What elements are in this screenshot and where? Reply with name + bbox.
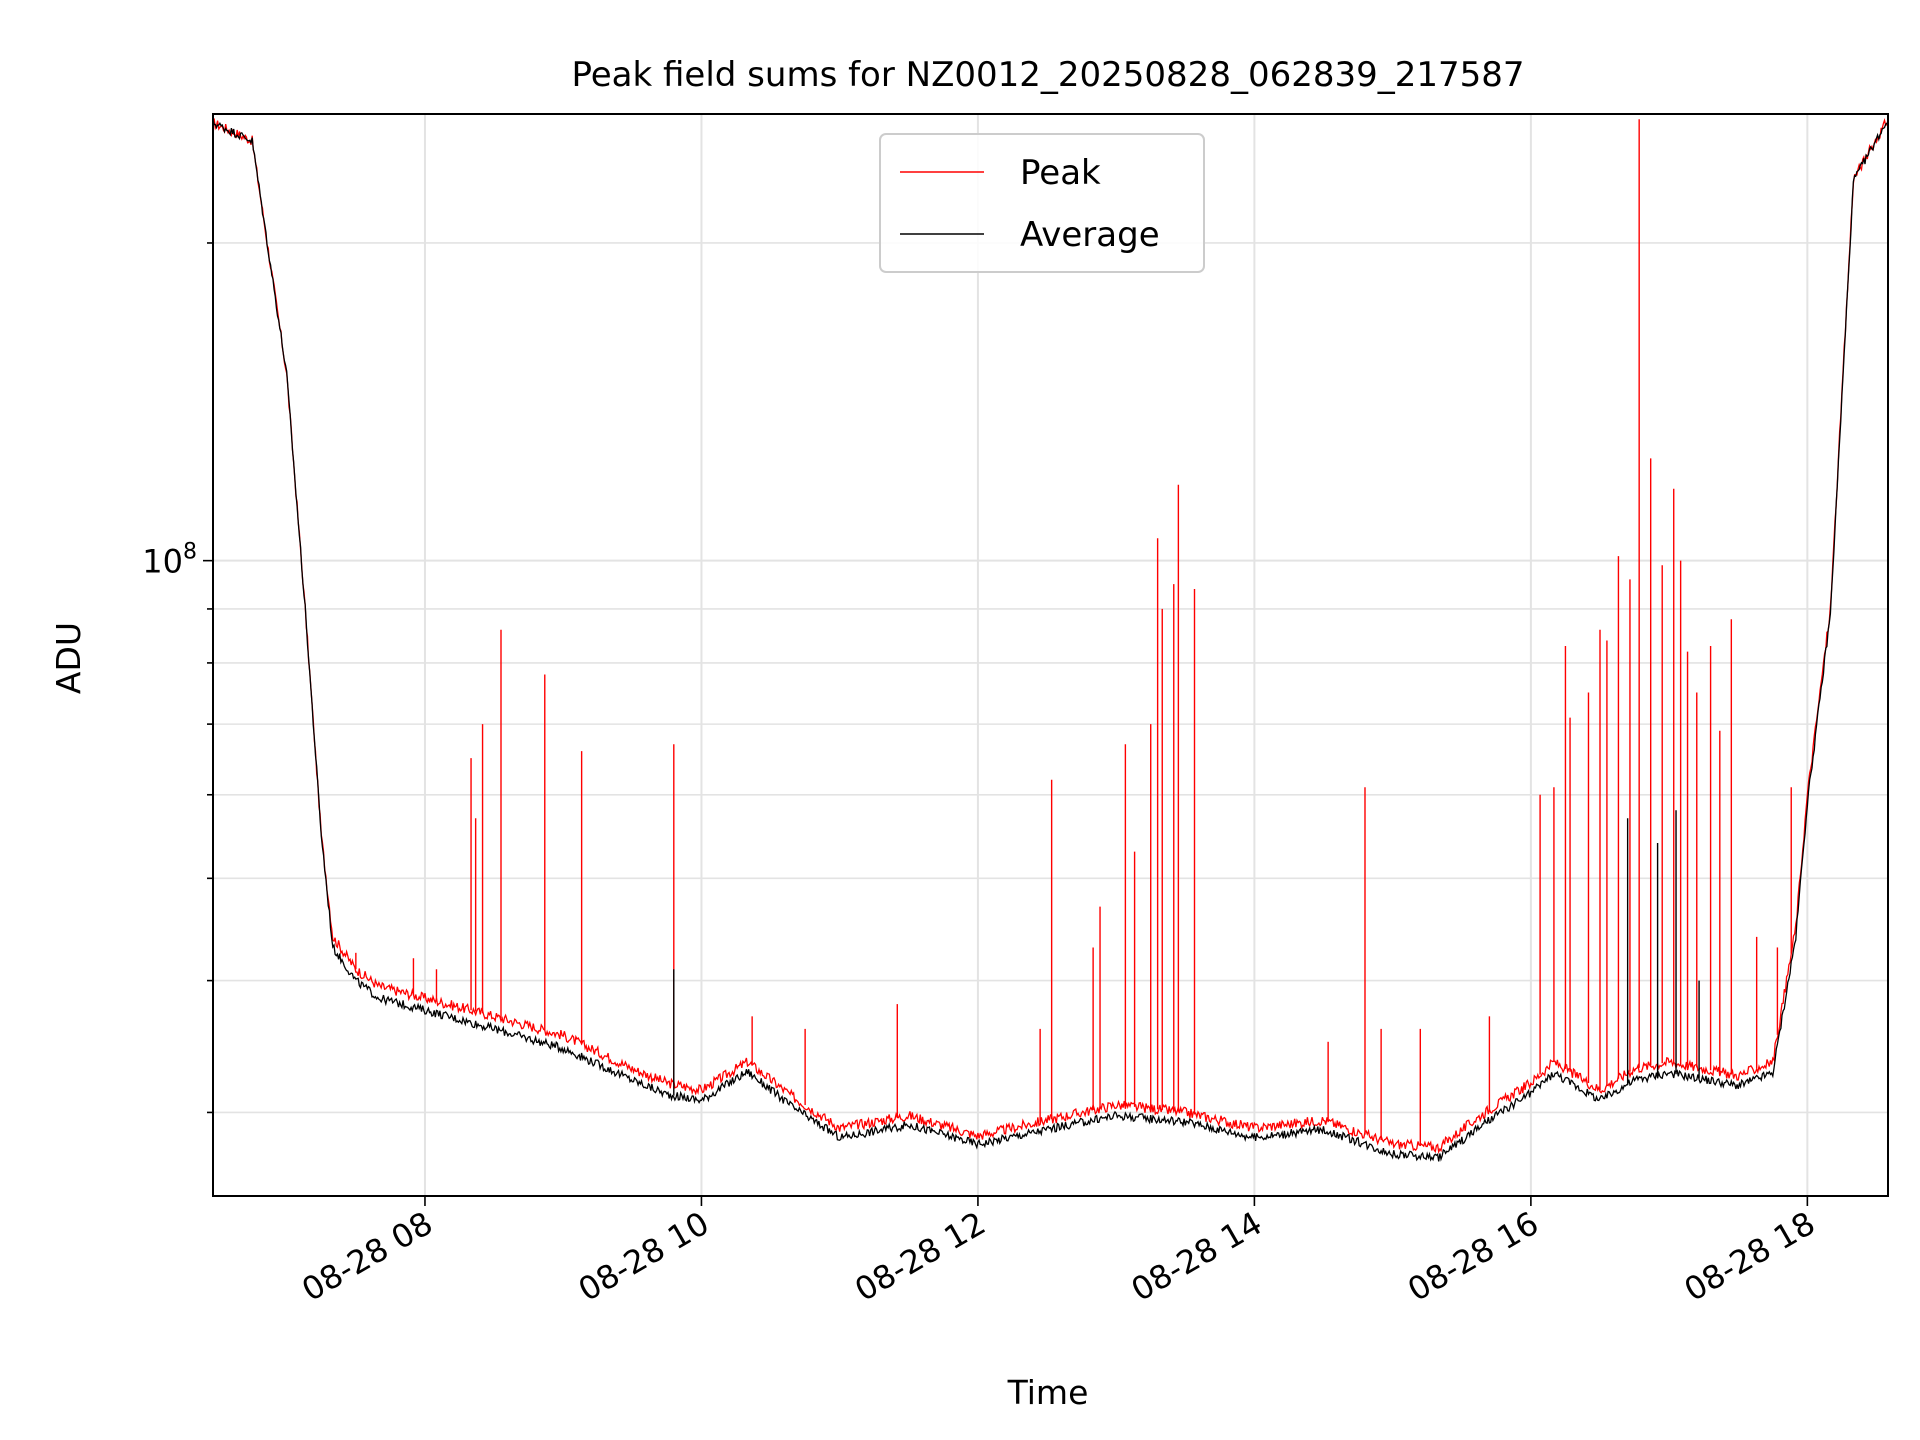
x-tick-label: 08-28 12 (848, 1204, 992, 1309)
y-axis: 108 (142, 242, 213, 1114)
y-tick-label-base: 10 (142, 543, 183, 581)
legend-label-average: Average (1020, 215, 1160, 255)
x-tick-label: 08-28 16 (1401, 1204, 1545, 1309)
legend-box (879, 133, 1205, 273)
x-tick-label: 08-28 14 (1125, 1204, 1269, 1309)
x-tick-label: 08-28 08 (295, 1204, 439, 1309)
legend: Peak Average (879, 133, 1205, 273)
series-line-peak (213, 117, 1888, 1155)
series-line-average (213, 119, 1888, 1162)
legend-label-peak: Peak (1020, 153, 1101, 193)
plot-frame (212, 113, 1889, 1197)
y-axis-label: ADU (49, 622, 88, 694)
x-axis-label: Time (1007, 1373, 1089, 1412)
chart-title: Peak field sums for NZ0012_20250828_0628… (571, 55, 1524, 95)
x-tick-label: 08-28 10 (572, 1204, 716, 1309)
y-tick-label: 108 (142, 540, 197, 581)
x-tick-label: 08-28 18 (1678, 1204, 1822, 1309)
y-tick-label-exponent: 8 (183, 540, 197, 565)
x-axis: 08-28 08 08-28 10 08-28 12 08-28 14 08-28 16… (295, 1196, 1821, 1309)
series-layer (213, 117, 1888, 1162)
grid (213, 114, 1888, 1196)
